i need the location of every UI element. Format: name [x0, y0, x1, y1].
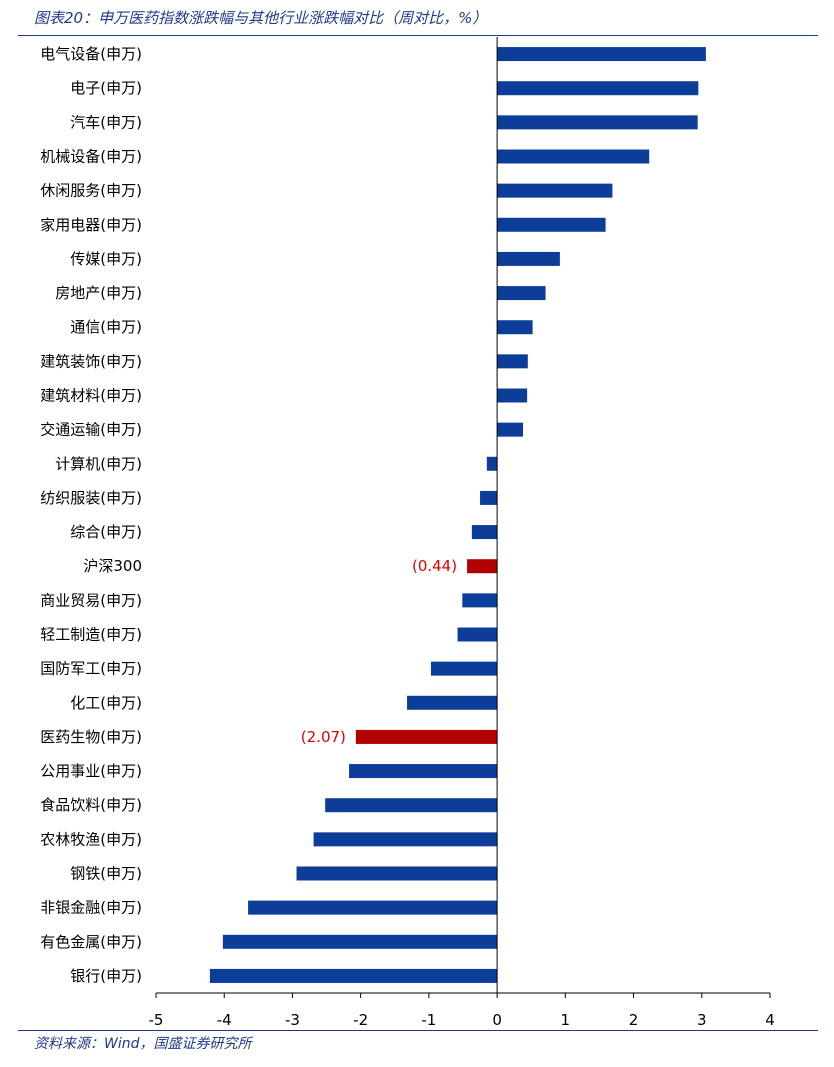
title-rule — [18, 35, 818, 36]
x-tick-label: -2 — [353, 1011, 368, 1029]
source-note: 资料来源：Wind，国盛证券研究所 — [34, 1036, 252, 1052]
category-label: 银行(申万) — [70, 967, 142, 985]
bar — [497, 286, 546, 301]
category-label: 农林牧渔(申万) — [40, 830, 142, 848]
bar — [325, 798, 498, 813]
bar — [497, 422, 524, 437]
x-tick-label: 3 — [697, 1011, 707, 1029]
bar — [349, 764, 498, 779]
bar — [497, 320, 533, 335]
bar — [480, 490, 498, 505]
bar — [407, 695, 498, 710]
bar — [430, 661, 498, 676]
category-label: 商业贸易(申万) — [40, 591, 142, 609]
bar — [497, 354, 528, 369]
category-label: 房地产(申万) — [55, 284, 142, 302]
category-label: 计算机(申万) — [55, 455, 142, 473]
category-label: 休闲服务(申万) — [40, 182, 142, 200]
bar — [355, 729, 498, 744]
data-label: (2.07) — [301, 728, 346, 746]
x-tick-label: -1 — [421, 1011, 436, 1029]
bar — [497, 251, 560, 266]
category-label: 非银金融(申万) — [40, 899, 142, 917]
bar — [467, 559, 498, 574]
x-tick-label: 0 — [492, 1011, 502, 1029]
bar — [497, 388, 528, 403]
bar — [457, 627, 498, 642]
x-tick-label: 2 — [629, 1011, 639, 1029]
category-label: 有色金属(申万) — [40, 933, 142, 951]
bar — [497, 217, 606, 232]
category-label: 电气设备(申万) — [40, 45, 142, 63]
x-tick-label: 1 — [561, 1011, 571, 1029]
category-label: 医药生物(申万) — [40, 728, 142, 746]
category-label: 传媒(申万) — [70, 250, 142, 268]
bar — [248, 900, 498, 915]
source-rule — [18, 1030, 818, 1031]
bar — [462, 593, 498, 608]
bar — [313, 832, 498, 847]
bar — [497, 47, 706, 62]
bar — [471, 525, 498, 540]
category-label: 建筑材料(申万) — [40, 387, 142, 405]
category-label: 电子(申万) — [70, 79, 142, 97]
category-label: 综合(申万) — [70, 523, 142, 541]
bar — [222, 934, 498, 949]
bar — [497, 81, 699, 96]
category-label: 建筑装饰(申万) — [40, 352, 142, 370]
bar — [209, 968, 498, 983]
x-tick-label: 4 — [765, 1011, 775, 1029]
category-label: 家用电器(申万) — [40, 216, 142, 234]
category-label: 钢铁(申万) — [70, 865, 142, 883]
category-label: 化工(申万) — [70, 694, 142, 712]
x-tick-label: -5 — [149, 1011, 164, 1029]
chart-title: 图表20：申万医药指数涨跌幅与其他行业涨跌幅对比（周对比，%） — [34, 9, 488, 27]
category-label: 汽车(申万) — [70, 113, 142, 131]
category-label: 交通运输(申万) — [40, 421, 142, 439]
category-label: 公用事业(申万) — [40, 762, 142, 780]
bar — [497, 183, 613, 198]
category-label: 通信(申万) — [70, 318, 142, 336]
bar — [296, 866, 498, 881]
bar — [486, 456, 498, 471]
category-label: 纺织服装(申万) — [40, 489, 142, 507]
category-label: 机械设备(申万) — [40, 148, 142, 166]
category-label: 食品饮料(申万) — [40, 796, 142, 814]
category-label: 沪深300 — [83, 557, 142, 575]
category-label: 国防军工(申万) — [40, 660, 142, 678]
bar — [497, 149, 650, 164]
category-label: 轻工制造(申万) — [40, 626, 142, 644]
x-tick-label: -4 — [217, 1011, 232, 1029]
data-label: (0.44) — [412, 557, 457, 575]
bar — [497, 115, 698, 130]
x-tick-label: -3 — [285, 1011, 300, 1029]
